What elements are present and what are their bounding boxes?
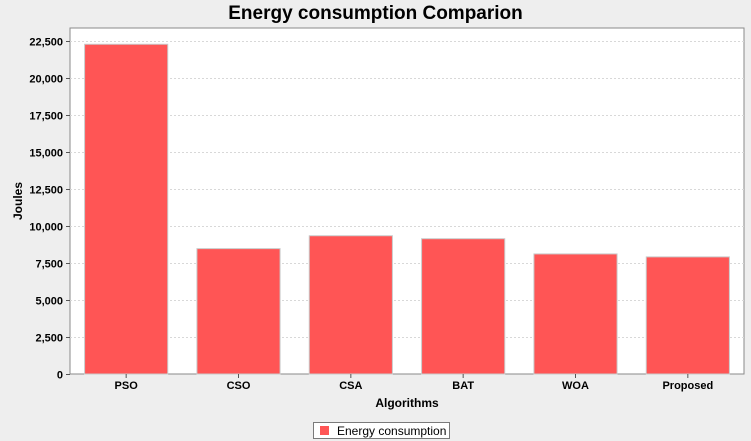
y-tick-label: 5,000 bbox=[35, 296, 63, 308]
x-tick-label: Proposed bbox=[662, 380, 713, 392]
chart-title: Energy consumption Comparion bbox=[228, 3, 523, 24]
y-tick-label: 10,000 bbox=[29, 222, 63, 234]
y-tick-label: 2,500 bbox=[35, 333, 63, 345]
x-tick-label: PSO bbox=[115, 380, 139, 392]
plot-area bbox=[69, 27, 745, 375]
bars bbox=[84, 43, 730, 375]
y-tick-label: 15,000 bbox=[29, 148, 63, 160]
x-tick-label: BAT bbox=[452, 380, 474, 392]
gridlines bbox=[70, 41, 744, 338]
x-axis-title: Algorithms bbox=[375, 396, 439, 410]
legend: Energy consumption bbox=[313, 422, 451, 439]
bar-cso bbox=[196, 248, 281, 375]
y-tick-label: 20,000 bbox=[29, 74, 63, 86]
bar-bat bbox=[421, 238, 506, 375]
y-tick-label: 17,500 bbox=[29, 111, 63, 123]
x-tick-label: CSA bbox=[339, 380, 362, 392]
y-axis-title: Joules bbox=[11, 182, 25, 220]
legend-swatch bbox=[320, 426, 329, 435]
x-tick-label: WOA bbox=[562, 380, 589, 392]
legend-label: Energy consumption bbox=[337, 423, 447, 438]
y-tick-label: 7,500 bbox=[35, 259, 63, 271]
y-tick-label: 12,500 bbox=[29, 185, 63, 197]
x-tick-label: CSO bbox=[227, 380, 251, 392]
y-axis: 0 2,500 5,000 7,500 10,000 12,500 15,000 17,500… bbox=[29, 37, 70, 382]
bar-woa bbox=[533, 253, 618, 375]
bar-csa bbox=[308, 235, 393, 375]
y-tick-label: 22,500 bbox=[29, 37, 63, 49]
x-axis: PSO CSO CSA BAT WOA Proposed bbox=[115, 374, 713, 392]
bar-proposed bbox=[645, 256, 730, 375]
bar-pso bbox=[84, 43, 169, 375]
y-tick-label: 0 bbox=[57, 370, 63, 382]
